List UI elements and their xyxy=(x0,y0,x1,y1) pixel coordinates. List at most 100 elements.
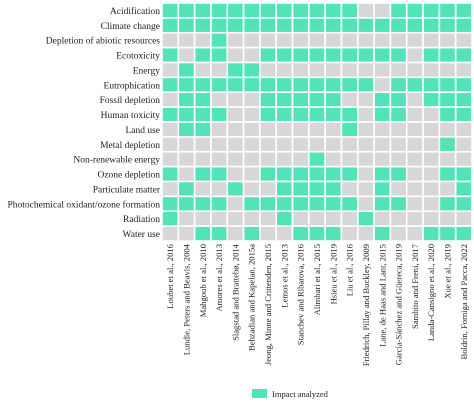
heatmap-cell xyxy=(161,17,180,34)
heatmap-cell xyxy=(177,165,196,183)
row-label: Ecotoxicity xyxy=(116,52,160,62)
heatmap-cell xyxy=(454,136,473,153)
heatmap-cell xyxy=(308,61,326,79)
heatmap-cell xyxy=(308,136,326,153)
column-label: García-Sánchez and Güereca, 2019 xyxy=(394,244,404,365)
heatmap-cell xyxy=(389,121,408,138)
heatmap-cell xyxy=(356,165,375,183)
heatmap-cell xyxy=(242,76,261,94)
heatmap-cell xyxy=(161,76,180,94)
heatmap-cell xyxy=(308,106,326,123)
row-label: Eutrophication xyxy=(104,81,161,91)
heatmap-cell xyxy=(161,31,180,49)
heatmap-cell xyxy=(193,31,212,49)
heatmap-cell xyxy=(454,61,473,79)
heatmap-cell xyxy=(161,2,180,19)
heatmap-cell xyxy=(291,150,310,168)
column-label: Alimbari et al., 2015 xyxy=(312,244,322,315)
heatmap-cell xyxy=(242,180,261,198)
heatmap-cell xyxy=(193,225,212,242)
heatmap-cell xyxy=(340,17,359,34)
column-label: Amores et al., 2013 xyxy=(214,244,224,312)
heatmap-cell xyxy=(454,121,473,138)
heatmap-cell xyxy=(177,195,196,213)
heatmap-cell xyxy=(389,46,408,64)
row-label: Metal depletion xyxy=(100,141,160,151)
heatmap-cell xyxy=(324,61,343,79)
heatmap-cell xyxy=(226,121,245,138)
heatmap-cell xyxy=(389,106,408,123)
row-labels: Acidification Climate change Depletion of … xyxy=(8,6,161,240)
heatmap-cell xyxy=(210,210,229,227)
heatmap-cell xyxy=(242,150,261,168)
heatmap-cell xyxy=(324,210,343,227)
heatmap-cell xyxy=(210,31,229,49)
heatmap-cell xyxy=(356,2,375,19)
heatmap-cell xyxy=(405,17,424,34)
heatmap-cell xyxy=(161,225,180,242)
column-label: Jeong, Minne and Crittenden, 2015 xyxy=(263,244,273,365)
heatmap-cell xyxy=(422,46,441,64)
heatmap-cell xyxy=(259,17,278,34)
column-label: Lane, de Haas and Lant, 2015 xyxy=(377,244,387,347)
heatmap-cell xyxy=(324,121,343,138)
heatmap-cell xyxy=(356,106,375,123)
heatmap-cell xyxy=(373,136,392,153)
column-label: Hsieu et al., 2019 xyxy=(328,244,338,304)
heatmap-cell xyxy=(259,210,278,227)
heatmap-cell xyxy=(259,165,278,183)
heatmap-cell xyxy=(356,91,375,108)
heatmap-cell xyxy=(438,210,457,227)
heatmap-cell xyxy=(259,150,278,168)
heatmap-cell xyxy=(356,121,375,138)
column-label: Mahgoub et al., 2010 xyxy=(198,244,208,317)
heatmap-cell xyxy=(340,46,359,64)
row-label: Ozone depletion xyxy=(97,171,160,181)
heatmap-cell xyxy=(308,31,326,49)
heatmap-cell xyxy=(454,91,473,108)
heatmap-cell xyxy=(177,2,196,19)
heatmap-cell xyxy=(226,210,245,227)
heatmap-cell xyxy=(308,17,326,34)
heatmap-cell xyxy=(389,180,408,198)
heatmap-cell xyxy=(275,121,294,138)
heatmap-cell xyxy=(373,17,392,34)
heatmap-cell xyxy=(259,121,278,138)
heatmap-cell xyxy=(405,180,424,198)
heatmap-cell xyxy=(210,195,229,213)
heatmap-cell xyxy=(373,76,392,94)
heatmap-cell xyxy=(389,76,408,94)
heatmap-cell xyxy=(161,106,180,123)
heatmap-cell xyxy=(438,165,457,183)
heatmap-cell xyxy=(340,150,359,168)
heatmap-cell xyxy=(356,31,375,49)
heatmap-cell xyxy=(373,195,392,213)
heatmap-cell xyxy=(161,46,180,64)
heatmap-cell xyxy=(405,195,424,213)
heatmap-cell xyxy=(226,31,245,49)
heatmap-cell xyxy=(422,150,441,168)
heatmap-cell xyxy=(242,17,261,34)
column-labels: Loubet et al., 2016 Lundie, Peters and Be… xyxy=(165,243,469,366)
heatmap-cell xyxy=(193,136,212,153)
column-label: Loubet et al., 2016 xyxy=(165,243,175,308)
heatmap-cell xyxy=(373,150,392,168)
heatmap-cell xyxy=(356,150,375,168)
heatmap-cell xyxy=(405,76,424,94)
row-label: Climate change xyxy=(101,22,160,32)
heatmap-cell xyxy=(454,76,473,94)
heatmap-cell xyxy=(210,165,229,183)
heatmap-cell xyxy=(177,136,196,153)
heatmap-cell xyxy=(291,76,310,94)
heatmap-cell xyxy=(422,2,441,19)
heatmap-cell xyxy=(226,46,245,64)
heatmap-cell xyxy=(356,76,375,94)
heatmap-cell xyxy=(422,136,441,153)
heatmap-cell xyxy=(275,136,294,153)
heatmap-cell xyxy=(324,91,343,108)
heatmap-cell xyxy=(389,31,408,49)
heatmap-cell xyxy=(275,2,294,19)
heatmap-cell xyxy=(454,2,473,19)
heatmap-cell xyxy=(438,150,457,168)
heatmap-cell xyxy=(242,31,261,49)
